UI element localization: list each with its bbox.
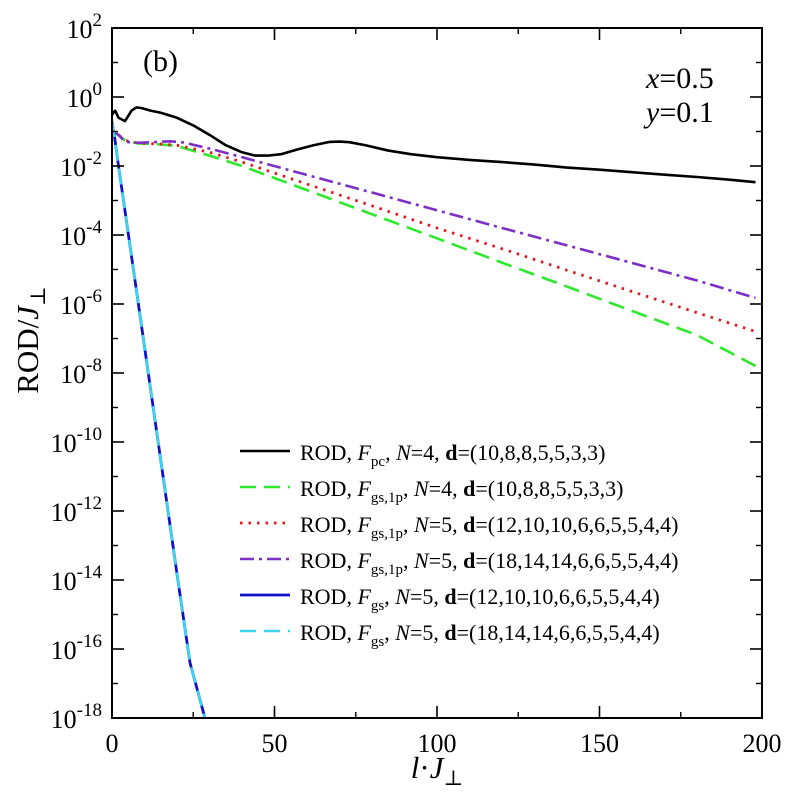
params-annotation: x=0.5 y=0.1 <box>643 62 714 129</box>
x-axis-label: l·J⊥ <box>411 750 463 790</box>
x-tick-label: 0 <box>106 729 119 758</box>
series-layer <box>112 106 757 718</box>
series-line-4 <box>112 130 756 300</box>
y-tick-label: 10-2 <box>60 148 102 182</box>
series-line-3 <box>112 130 756 333</box>
legend: ROD, Fpc, N=4, d=(10,8,8,5,5,3,3) ROD, Fg… <box>240 440 678 650</box>
ticks-layer <box>111 27 763 719</box>
x-tick-label: 50 <box>262 729 288 758</box>
y-tick-label: 10-18 <box>51 700 102 734</box>
y-tick-label: 10-16 <box>51 631 102 665</box>
y-tick-label: 10-12 <box>51 493 102 527</box>
y-tick-labels: 102 100 10-2 10-4 10-6 10-8 10-10 10-12 10-14 10-… <box>51 10 103 734</box>
y-tick-label: 102 <box>67 10 103 44</box>
param-x: x=0.5 <box>645 62 714 95</box>
y-tick-label: 100 <box>67 79 103 113</box>
legend-entry-2: ROD, Fgs,1p, N=4, d=(10,8,8,5,5,3,3) <box>300 476 623 506</box>
series-line-6 <box>112 120 207 718</box>
x-tick-label: 200 <box>743 729 782 758</box>
y-axis-label: ROD/J⊥ <box>10 286 50 394</box>
series-line-1 <box>112 106 756 184</box>
param-y: y=0.1 <box>643 96 714 129</box>
x-tick-labels: 0 50 100 150 200 <box>106 729 782 758</box>
plot-frame <box>111 27 763 719</box>
y-tick-label: 10-10 <box>51 424 102 458</box>
y-tick-label: 10-8 <box>60 355 102 389</box>
panel-label: (b) <box>143 45 178 78</box>
x-tick-label: 150 <box>580 729 619 758</box>
y-tick-label: 10-4 <box>60 217 102 251</box>
y-tick-label: 10-6 <box>60 286 102 320</box>
series-line-5 <box>112 120 207 718</box>
legend-entry-6: ROD, Fgs, N=5, d=(18,14,14,6,6,5,5,4,4) <box>300 620 660 650</box>
x-tick-label: 100 <box>418 729 457 758</box>
legend-entry-3: ROD, Fgs,1p, N=5, d=(12,10,10,6,6,5,5,4,… <box>300 512 678 542</box>
legend-entry-1: ROD, Fpc, N=4, d=(10,8,8,5,5,3,3) <box>300 440 606 470</box>
series-line-2 <box>112 130 757 368</box>
y-tick-label: 10-14 <box>51 562 103 596</box>
legend-entry-4: ROD, Fgs,1p, N=5, d=(18,14,14,6,6,5,5,4,… <box>300 548 678 578</box>
legend-entry-5: ROD, Fgs, N=5, d=(12,10,10,6,6,5,5,4,4) <box>300 584 660 614</box>
